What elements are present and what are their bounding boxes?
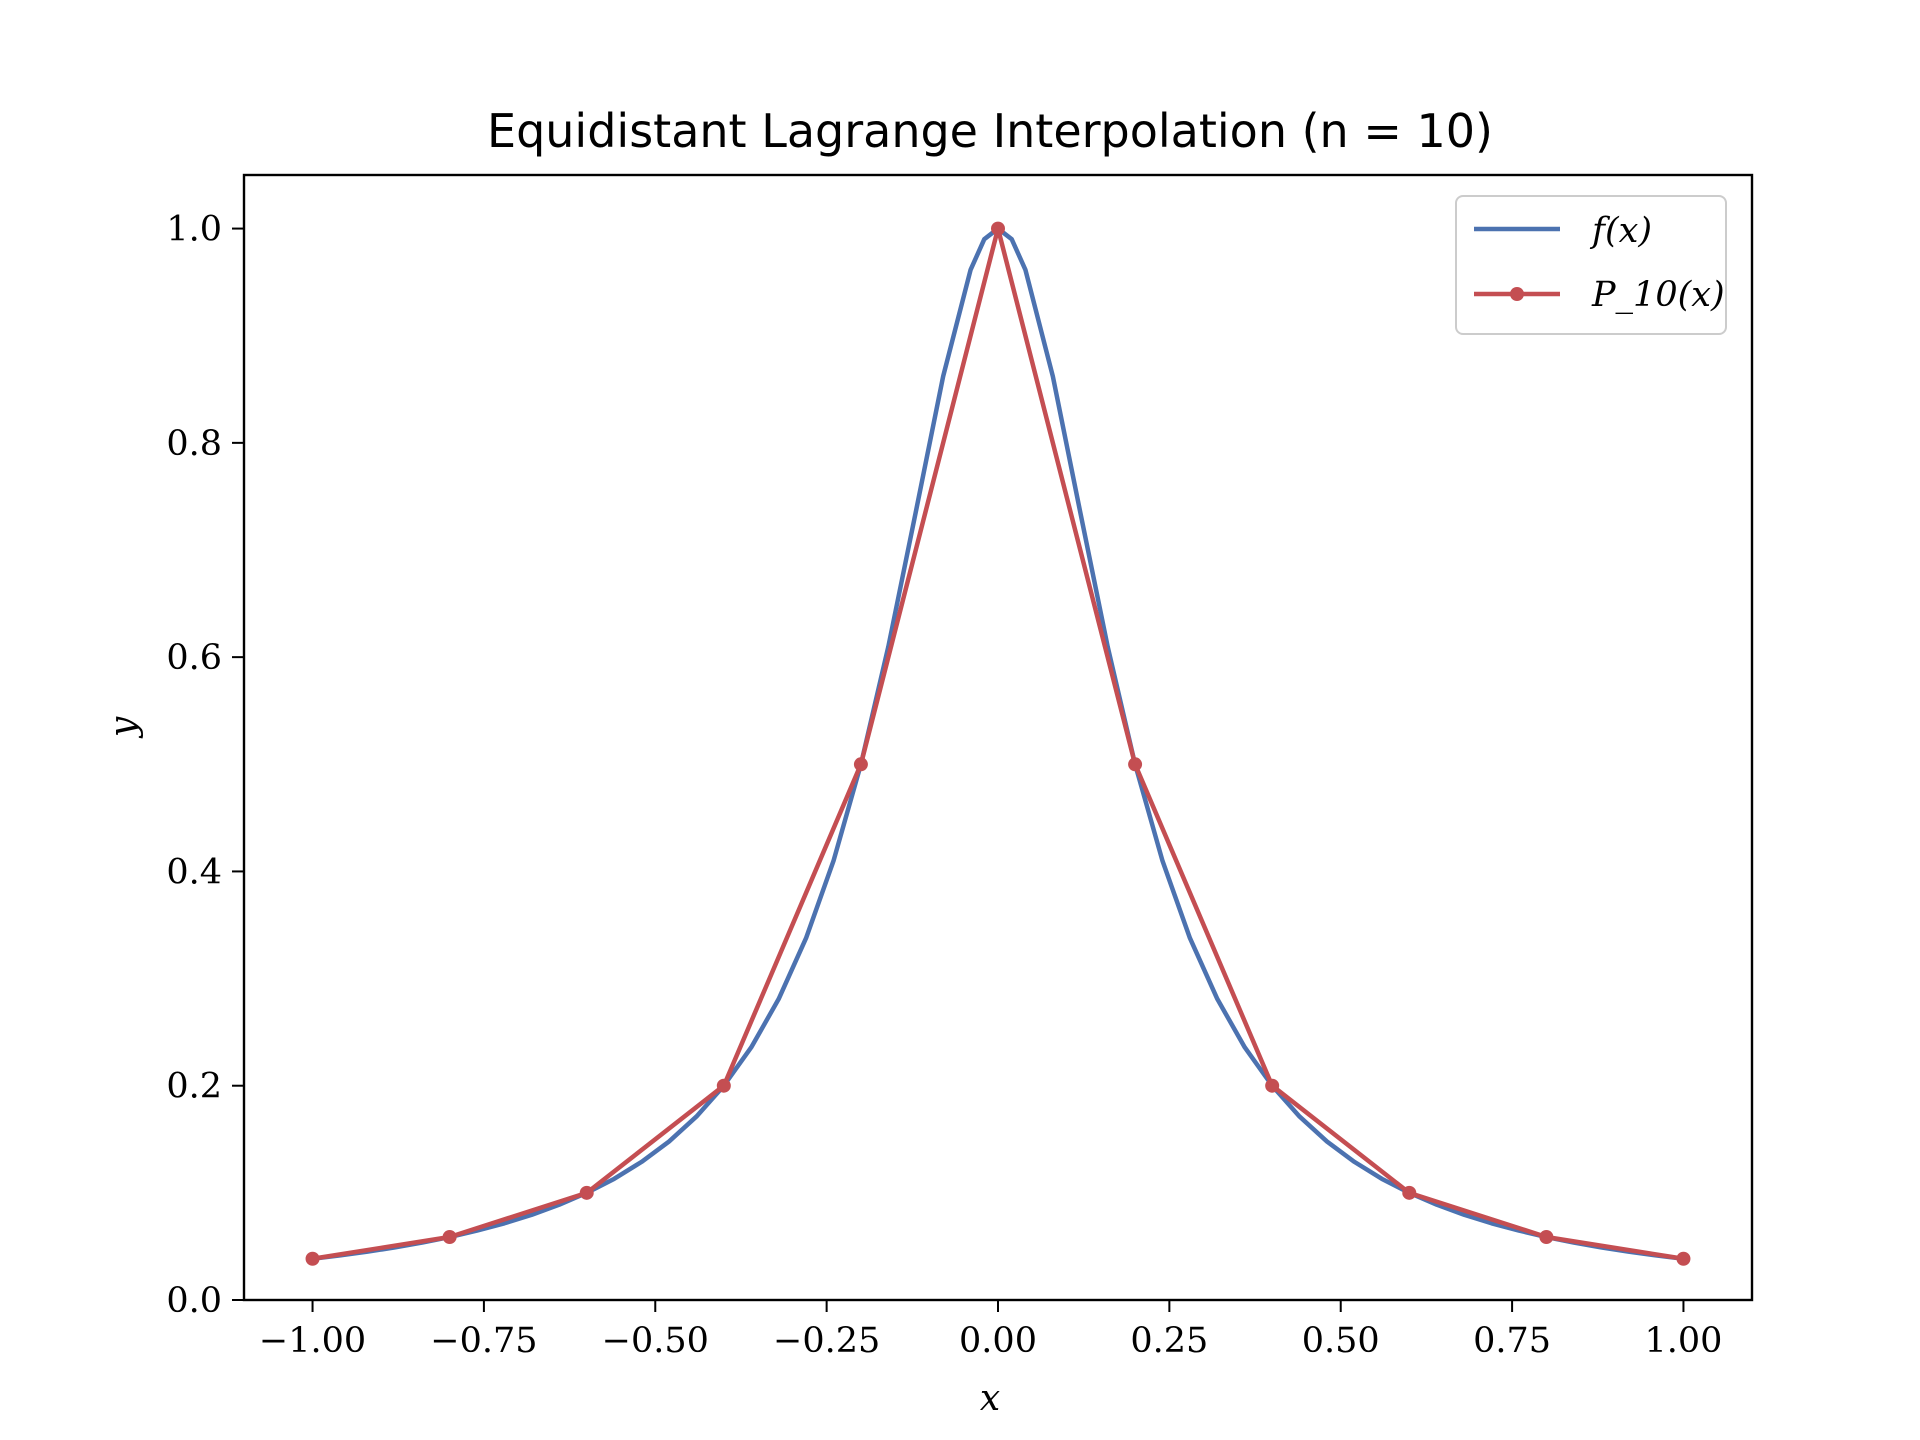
x-tick-label: −0.75	[430, 1321, 537, 1361]
x-tick-label: 0.00	[959, 1321, 1037, 1361]
y-tick-label: 0.6	[166, 638, 222, 678]
x-tick-label: 0.75	[1473, 1321, 1551, 1361]
legend-label-f: f(x)	[1589, 211, 1652, 251]
y-tick-label: 0.0	[166, 1281, 222, 1321]
x-tick-label: −1.00	[259, 1321, 366, 1361]
x-tick-label: −0.25	[773, 1321, 880, 1361]
data-point	[1539, 1230, 1554, 1244]
plot-area	[305, 221, 1691, 1266]
chart-title: Equidistant Lagrange Interpolation (n = …	[487, 104, 1493, 158]
y-tick-label: 1.0	[166, 210, 222, 250]
data-point	[853, 757, 868, 772]
y-tick-label: 0.2	[166, 1067, 222, 1107]
series-line-0	[310, 226, 1686, 1261]
data-point	[1676, 1251, 1691, 1266]
data-point	[991, 221, 1005, 236]
data-point	[1402, 1185, 1417, 1200]
legend-marker-p10	[1510, 287, 1524, 301]
y-axis-label: y	[103, 716, 144, 739]
axes-frame	[242, 173, 1754, 1302]
series-line-1	[310, 226, 1686, 1261]
data-point	[305, 1251, 320, 1266]
x-tick-label: 0.50	[1302, 1321, 1380, 1361]
y-axis: 0.0 0.2 0.4 0.6 0.8 1.0	[166, 210, 244, 1321]
data-point	[1128, 757, 1143, 772]
legend: f(x) P_10(x)	[1455, 195, 1727, 335]
x-tick-label: 1.00	[1644, 1321, 1722, 1361]
data-point	[1265, 1078, 1280, 1093]
data-point	[716, 1078, 731, 1093]
legend-label-p10: P_10(x)	[1591, 275, 1725, 315]
data-point	[442, 1230, 457, 1244]
y-tick-label: 0.4	[166, 852, 222, 892]
x-tick-label: 0.25	[1130, 1321, 1208, 1361]
y-tick-label: 0.8	[166, 424, 222, 464]
x-axis: −1.00 −0.75 −0.50 −0.25 0.00 0.25 0.50 0.75 1.00	[259, 1300, 1722, 1361]
x-tick-label: −0.50	[602, 1321, 709, 1361]
x-axis-label: x	[980, 1378, 1000, 1419]
data-point	[579, 1185, 594, 1200]
